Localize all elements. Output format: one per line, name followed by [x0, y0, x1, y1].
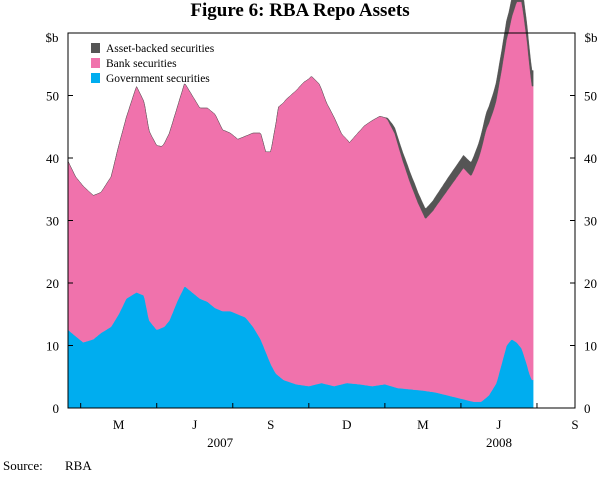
y-tick-label-left-2: 20 — [46, 276, 59, 291]
y-tick-label-right-0: 0 — [584, 401, 591, 416]
y-tick-label-right-3: 30 — [584, 214, 597, 229]
x-year-label-0: 2007 — [207, 435, 234, 450]
y-tick-label-left-1: 10 — [46, 339, 59, 354]
legend: Asset-backed securities Bank securities Go… — [91, 43, 215, 85]
y-tick-label-left-3: 30 — [46, 214, 59, 229]
x-month-label-5: J — [496, 417, 501, 432]
area-series-2 — [67, 0, 534, 219]
legend-label-1: Bank securities — [106, 58, 177, 70]
legend-swatch-0 — [91, 43, 100, 53]
x-month-label-0: M — [113, 417, 125, 432]
y-unit-label-right: $b — [585, 30, 598, 45]
y-unit-label-left: $b — [46, 30, 59, 45]
x-month-label-3: D — [342, 417, 351, 432]
y-tick-label-left-4: 40 — [46, 151, 59, 166]
x-month-label-1: J — [192, 417, 197, 432]
y-tick-label-left-5: 50 — [46, 89, 59, 104]
y-tick-label-right-1: 10 — [584, 339, 597, 354]
legend-label-2: Government securities — [106, 73, 210, 85]
source-value: RBA — [65, 458, 92, 473]
legend-label-0: Asset-backed securities — [106, 43, 215, 55]
source-prefix: Source: — [3, 458, 43, 473]
legend-swatch-1 — [91, 58, 100, 68]
y-tick-label-right-4: 40 — [584, 151, 597, 166]
y-tick-label-right-5: 50 — [584, 89, 597, 104]
legend-swatch-2 — [91, 73, 100, 83]
x-month-label-2: S — [267, 417, 274, 432]
x-year-label-1: 2008 — [486, 435, 512, 450]
y-tick-label-left-0: 0 — [53, 401, 60, 416]
y-tick-label-right-2: 20 — [584, 276, 597, 291]
x-month-label-6: S — [571, 417, 578, 432]
x-month-label-4: M — [417, 417, 429, 432]
chart-title: Figure 6: RBA Repo Assets — [190, 0, 409, 21]
axis-ticks: 0 0 10 10 20 20 30 30 40 40 50 50 M J S D M J S 2007 2008 — [46, 89, 597, 451]
